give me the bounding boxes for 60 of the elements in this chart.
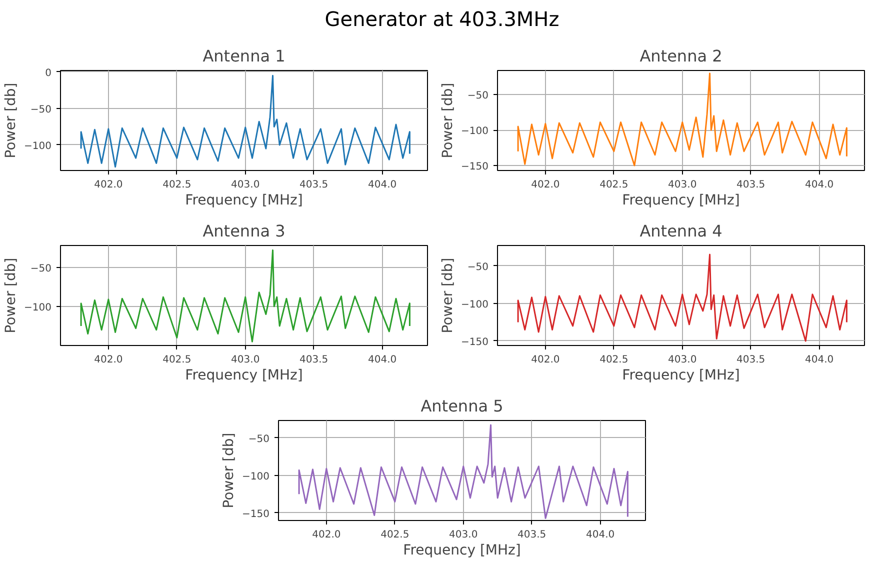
y-tick-label: −50 xyxy=(248,434,270,445)
x-tick-label: 403.5 xyxy=(518,530,546,540)
line-series xyxy=(517,254,848,342)
chart-title: Antenna 4 xyxy=(640,222,722,240)
x-axis-title: Frequency [MHz] xyxy=(622,368,740,384)
y-tick-label: 0 xyxy=(45,68,52,79)
x-tick-label: 402.5 xyxy=(380,530,410,540)
y-tick-label: −50 xyxy=(467,262,489,273)
x-axis-title: Frequency [MHz] xyxy=(403,542,521,558)
y-tick-label: −50 xyxy=(30,104,52,116)
x-tick-label: 403.5 xyxy=(736,354,766,366)
y-axis-title: Power [db] xyxy=(221,432,238,508)
y-axis-title: Power [db] xyxy=(440,82,456,158)
x-tick-label: 402.5 xyxy=(600,180,628,190)
x-tick-label: 403.0 xyxy=(231,354,260,366)
y-tick-label: −100 xyxy=(461,299,489,310)
x-tick-label: 402.5 xyxy=(600,354,628,366)
x-tick-label: 402.5 xyxy=(162,180,192,190)
x-tick-label: 404.0 xyxy=(804,354,834,366)
x-tick-label: 403.5 xyxy=(300,354,328,366)
y-tick-label: −100 xyxy=(461,126,489,138)
x-tick-label: 402.0 xyxy=(94,180,123,190)
x-tick-label: 403.5 xyxy=(300,180,328,190)
x-tick-label: 402.0 xyxy=(531,180,560,190)
x-axis-title: Frequency [MHz] xyxy=(185,368,303,384)
y-tick-label: −150 xyxy=(461,162,489,173)
line-series xyxy=(80,74,410,168)
y-tick-label: −150 xyxy=(461,336,489,348)
line-series xyxy=(80,249,410,342)
x-tick-label: 403.0 xyxy=(668,180,697,190)
y-axis-title: Power [db] xyxy=(3,258,20,334)
x-tick-label: 402.5 xyxy=(162,354,192,366)
y-tick-label: −100 xyxy=(24,140,52,152)
chart-title: Antenna 3 xyxy=(202,222,286,240)
y-tick-label: −50 xyxy=(467,90,489,102)
x-tick-label: 403.5 xyxy=(736,180,766,190)
text: Generator at 403.3MHz xyxy=(324,6,560,33)
x-tick-label: 404.0 xyxy=(368,354,397,366)
x-axis-title: Frequency [MHz] xyxy=(622,192,740,208)
y-tick-label: −50 xyxy=(30,263,52,274)
line-series xyxy=(517,72,848,166)
x-axis-title: Frequency [MHz] xyxy=(185,192,303,208)
x-tick-label: 402.0 xyxy=(312,530,341,540)
chart-title: Antenna 1 xyxy=(202,46,286,66)
y-tick-label: −100 xyxy=(24,302,52,314)
chart-title: Antenna 5 xyxy=(420,396,504,416)
y-tick-label: −100 xyxy=(242,471,270,482)
x-tick-label: 402.0 xyxy=(94,354,123,366)
y-axis-title: Power [db] xyxy=(3,82,20,158)
x-tick-label: 403.0 xyxy=(449,530,478,540)
line-series xyxy=(298,424,628,519)
y-tick-label: −150 xyxy=(242,508,270,520)
x-tick-label: 404.0 xyxy=(804,180,834,190)
x-tick-label: 403.0 xyxy=(668,354,697,366)
x-tick-label: 403.0 xyxy=(231,180,260,190)
x-tick-label: 404.0 xyxy=(368,180,397,190)
x-tick-label: 404.0 xyxy=(586,530,615,540)
x-tick-label: 402.0 xyxy=(531,354,560,366)
chart-title: Antenna 2 xyxy=(640,46,722,66)
y-axis-title: Power [db] xyxy=(440,258,456,334)
